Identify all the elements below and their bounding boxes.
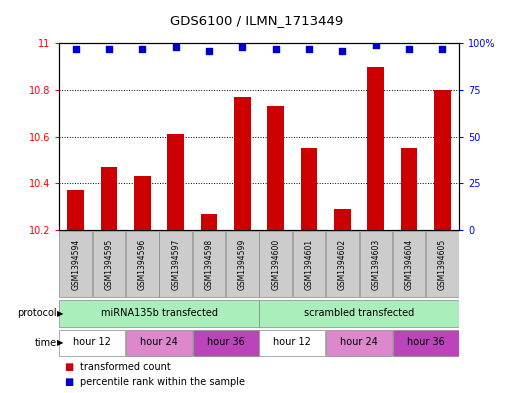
Text: percentile rank within the sample: percentile rank within the sample <box>80 376 245 387</box>
Bar <box>193 231 225 297</box>
Bar <box>134 176 151 230</box>
Text: GSM1394602: GSM1394602 <box>338 239 347 290</box>
Point <box>138 46 146 52</box>
Point <box>271 46 280 52</box>
Bar <box>426 231 459 297</box>
Text: miRNA135b transfected: miRNA135b transfected <box>101 308 218 318</box>
Text: GSM1394599: GSM1394599 <box>238 239 247 290</box>
Bar <box>393 231 425 297</box>
Bar <box>60 231 92 297</box>
Bar <box>60 330 125 356</box>
Text: ▶: ▶ <box>57 309 64 318</box>
Point <box>71 46 80 52</box>
Bar <box>126 231 159 297</box>
Point <box>405 46 413 52</box>
Text: GSM1394605: GSM1394605 <box>438 239 447 290</box>
Bar <box>60 300 259 327</box>
Bar <box>126 330 192 356</box>
Bar <box>260 300 459 327</box>
Bar <box>293 231 325 297</box>
Text: ■: ■ <box>64 376 73 387</box>
Text: hour 12: hour 12 <box>73 337 111 347</box>
Bar <box>226 231 259 297</box>
Bar <box>260 231 292 297</box>
Text: hour 24: hour 24 <box>140 337 178 347</box>
Bar <box>93 231 125 297</box>
Text: ▶: ▶ <box>57 338 64 347</box>
Text: hour 36: hour 36 <box>407 337 445 347</box>
Bar <box>401 148 418 230</box>
Bar <box>334 209 351 230</box>
Bar <box>367 66 384 230</box>
Bar <box>201 213 218 230</box>
Bar <box>260 330 325 356</box>
Text: GSM1394595: GSM1394595 <box>105 239 113 290</box>
Text: time: time <box>34 338 56 348</box>
Bar <box>101 167 117 230</box>
Text: protocol: protocol <box>17 309 56 318</box>
Bar <box>234 97 251 230</box>
Bar <box>193 330 259 356</box>
Text: transformed count: transformed count <box>80 362 170 372</box>
Text: scrambled transfected: scrambled transfected <box>304 308 414 318</box>
Point <box>338 48 346 54</box>
Point <box>438 46 446 52</box>
Point <box>171 44 180 50</box>
Bar <box>360 231 392 297</box>
Point <box>305 46 313 52</box>
Bar <box>393 330 459 356</box>
Text: GSM1394594: GSM1394594 <box>71 239 80 290</box>
Bar <box>301 148 318 230</box>
Text: GSM1394604: GSM1394604 <box>405 239 413 290</box>
Text: GSM1394600: GSM1394600 <box>271 239 280 290</box>
Text: GSM1394598: GSM1394598 <box>205 239 213 290</box>
Text: GSM1394603: GSM1394603 <box>371 239 380 290</box>
Bar <box>267 106 284 230</box>
Text: hour 24: hour 24 <box>340 337 378 347</box>
Point <box>105 46 113 52</box>
Text: hour 36: hour 36 <box>207 337 245 347</box>
Point <box>371 42 380 48</box>
Text: ■: ■ <box>64 362 73 372</box>
Text: hour 12: hour 12 <box>273 337 311 347</box>
Text: GDS6100 / ILMN_1713449: GDS6100 / ILMN_1713449 <box>170 14 343 27</box>
Bar <box>326 231 359 297</box>
Bar <box>434 90 451 230</box>
Bar <box>326 330 392 356</box>
Bar <box>160 231 192 297</box>
Text: GSM1394597: GSM1394597 <box>171 239 180 290</box>
Bar <box>167 134 184 230</box>
Bar <box>67 190 84 230</box>
Point <box>205 48 213 54</box>
Text: GSM1394596: GSM1394596 <box>138 239 147 290</box>
Point <box>238 44 246 50</box>
Text: GSM1394601: GSM1394601 <box>305 239 313 290</box>
